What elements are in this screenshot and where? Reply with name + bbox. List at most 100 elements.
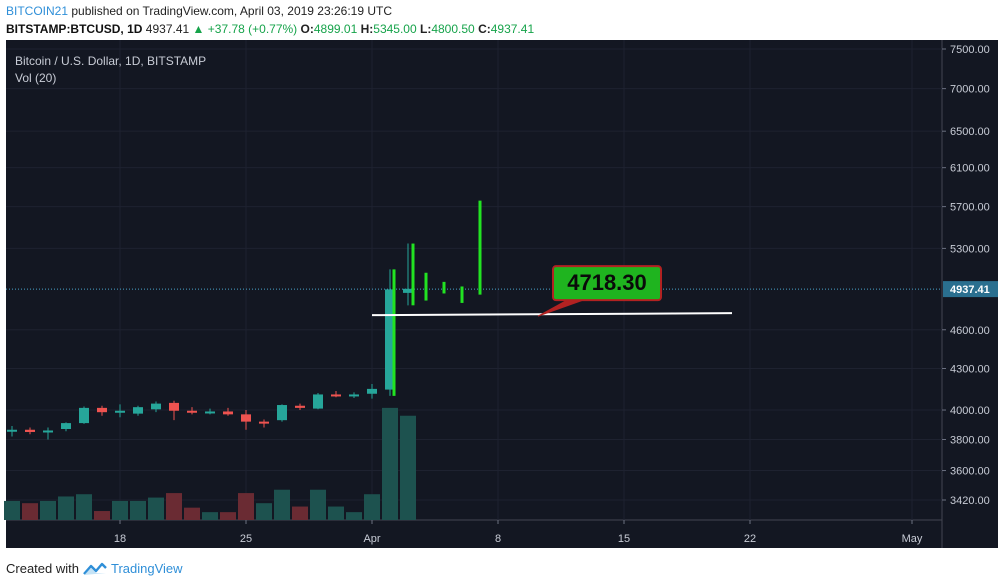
- high-value: 5345.00: [373, 22, 417, 36]
- time-tick-label: Apr: [363, 533, 380, 545]
- price-tick-label: 5700.00: [950, 202, 990, 214]
- tradingview-logo-icon: [83, 562, 107, 575]
- published-text: published on TradingView.com, April 03, …: [71, 4, 393, 18]
- volume-bar: [58, 496, 74, 520]
- time-tick-label: May: [902, 533, 923, 545]
- candle-body: [61, 423, 71, 430]
- price-tick-label: 4300.00: [950, 363, 990, 375]
- volume-bar: [292, 506, 308, 520]
- created-with-text: Created with: [6, 561, 79, 576]
- volume-bar: [400, 415, 416, 520]
- volume-bar: [202, 512, 218, 520]
- horizontal-line-drawing: [371, 312, 733, 317]
- time-axis-labels: 18 25 Apr 8 15 22 May: [114, 520, 923, 545]
- volume-bar: [166, 493, 182, 520]
- last-price: 4937.41: [145, 22, 190, 36]
- open-value: 4899.01: [313, 22, 358, 36]
- last-price-label: 4937.41: [950, 284, 990, 296]
- candle-body: [133, 407, 143, 414]
- low-value: 4800.50: [431, 22, 475, 36]
- close-value: 4937.41: [490, 22, 535, 36]
- candle-body: [115, 410, 125, 413]
- candle-body: [259, 421, 269, 424]
- candle-body: [151, 403, 161, 410]
- volume-bar: [130, 500, 146, 520]
- candle-body: [313, 394, 323, 409]
- candle-body: [349, 394, 359, 397]
- volume-bar: [220, 512, 236, 520]
- author-link[interactable]: BITCOIN21: [6, 4, 69, 18]
- price-axis-labels: 7500.00 7000.00 6500.00 6100.00 5700.00 5300.…: [942, 44, 998, 507]
- candle-body: [223, 411, 233, 415]
- price-tick-label: 3600.00: [950, 466, 990, 478]
- candle-body: [295, 405, 305, 408]
- volume-indicator-label: Vol (20): [15, 71, 56, 85]
- time-tick-label: 18: [114, 533, 126, 545]
- volume-bar: [310, 489, 326, 520]
- volume-bar: [148, 497, 164, 520]
- time-tick-label: 8: [495, 533, 501, 545]
- drawings: 4718.30: [371, 265, 733, 317]
- volume-bar: [328, 506, 344, 520]
- volume-bar: [112, 500, 128, 520]
- tradingview-link[interactable]: TradingView: [110, 561, 183, 576]
- open-label: O:: [300, 22, 314, 36]
- callout-box: [552, 265, 662, 302]
- price-tick-label: 3800.00: [950, 434, 990, 446]
- volume-bars: [4, 407, 416, 520]
- volume-bar: [256, 503, 272, 520]
- grid-lines: [6, 40, 943, 548]
- price-tick-label: 6500.00: [950, 126, 990, 138]
- price-tick-label: 4600.00: [950, 325, 990, 337]
- change-arrow-icon: ▲: [192, 22, 205, 36]
- symbol-info: BITSTAMP:BTCUSD, 1D 4937.41 ▲ +37.78 (+0…: [6, 22, 534, 36]
- volume-bar: [4, 500, 20, 520]
- candle-body: [25, 429, 35, 432]
- candle-body: [277, 405, 287, 421]
- footer: Created with TradingView: [6, 561, 183, 576]
- candle-body: [97, 407, 107, 413]
- time-tick-label: 25: [240, 533, 252, 545]
- volume-bar: [274, 489, 290, 520]
- volume-bar: [364, 494, 380, 520]
- time-tick-label: 22: [744, 533, 756, 545]
- price-tick-label: 7500.00: [950, 44, 990, 56]
- volume-bar: [76, 494, 92, 520]
- volume-bar: [22, 503, 38, 520]
- candle-body: [43, 430, 53, 433]
- price-tick-label: 3420.00: [950, 495, 990, 507]
- low-label: L:: [420, 22, 432, 36]
- price-tick-label: 6100.00: [950, 163, 990, 175]
- price-change: +37.78 (+0.77%): [207, 22, 298, 36]
- price-tick-label: 5300.00: [950, 243, 990, 255]
- symbol-name: BITSTAMP:BTCUSD, 1D: [6, 22, 143, 36]
- candle-body: [7, 429, 17, 432]
- candle-body: [367, 388, 377, 394]
- volume-bar: [94, 511, 110, 520]
- candle-body: [385, 289, 395, 390]
- candle-body: [79, 407, 89, 424]
- volume-bar: [382, 407, 398, 520]
- volume-bar: [184, 507, 200, 520]
- chart-title: Bitcoin / U.S. Dollar, 1D, BITSTAMP: [15, 54, 206, 68]
- volume-bar: [238, 493, 254, 520]
- time-tick-label: 15: [618, 533, 630, 545]
- volume-bar: [346, 512, 362, 520]
- candle-body: [241, 414, 251, 422]
- price-tick-label: 4000.00: [950, 405, 990, 417]
- candle-body: [331, 394, 341, 397]
- callout-label: 4718.30: [567, 270, 647, 295]
- publish-info: BITCOIN21 published on TradingView.com, …: [6, 4, 392, 18]
- candle-body: [205, 411, 215, 414]
- price-tick-label: 7000.00: [950, 84, 990, 96]
- high-label: H:: [360, 22, 374, 36]
- candles: [7, 200, 482, 440]
- last-price-badge: [943, 281, 998, 298]
- chart-background: [6, 40, 942, 520]
- time-axis[interactable]: [6, 520, 942, 548]
- candle-body: [187, 410, 197, 413]
- candle-body: [403, 288, 413, 293]
- volume-bar: [40, 500, 56, 520]
- close-label: C:: [478, 22, 491, 36]
